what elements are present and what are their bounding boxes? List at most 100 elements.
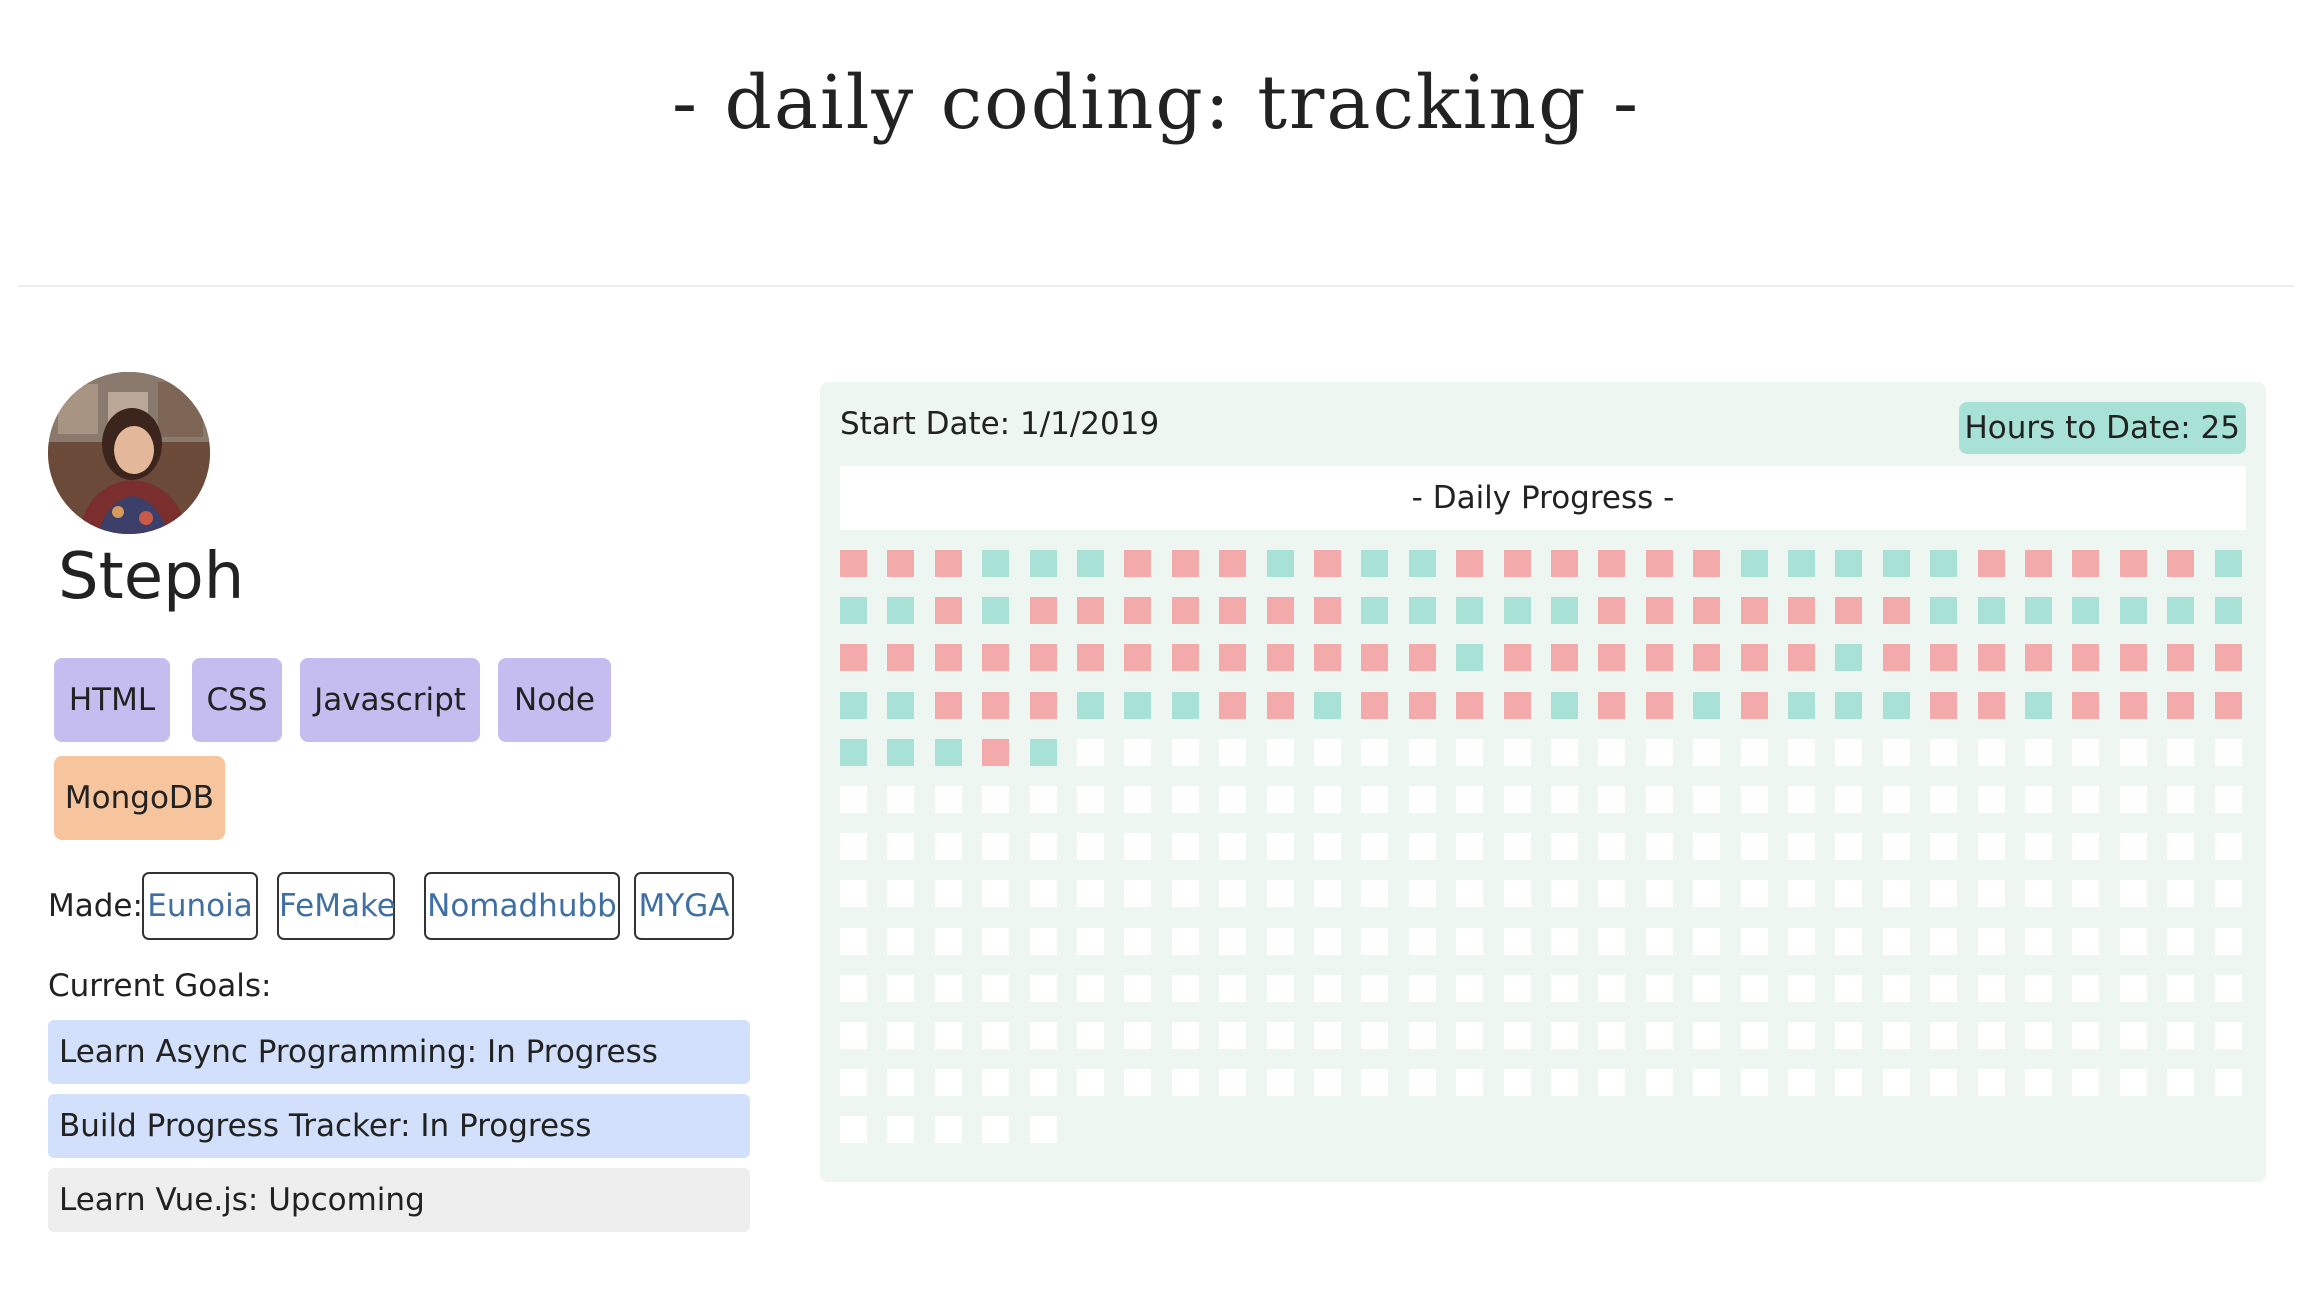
day-cell-upcoming	[1266, 927, 1294, 955]
day-cell-upcoming	[1693, 786, 1721, 813]
day-cell-upcoming	[1361, 833, 1389, 861]
day-cell-upcoming	[1266, 974, 1294, 1002]
day-cell-missed	[1077, 644, 1104, 672]
day-cell-upcoming	[1314, 927, 1341, 955]
day-cell-upcoming	[1835, 833, 1863, 861]
day-cell-coded	[1029, 550, 1057, 577]
day-cell-upcoming	[1740, 927, 1768, 955]
day-cell-coded	[840, 738, 867, 766]
day-cell-upcoming	[1740, 880, 1768, 908]
day-cell-coded	[982, 597, 1010, 625]
day-cell-upcoming	[1977, 738, 2005, 766]
skill-tag-node: Node	[498, 658, 611, 742]
day-cell-missed	[1361, 644, 1389, 672]
day-cell-upcoming	[1740, 786, 1768, 813]
day-cell-upcoming	[840, 1116, 867, 1144]
day-cell-upcoming	[2025, 1069, 2052, 1097]
day-cell-upcoming	[1598, 1069, 1626, 1097]
day-cell-upcoming	[2167, 880, 2195, 908]
day-cell-upcoming	[1456, 786, 1484, 813]
daily-progress-title: - Daily Progress -	[840, 466, 2246, 530]
day-cell-missed	[1551, 550, 1578, 577]
day-cell-missed	[1314, 644, 1341, 672]
day-cell-missed	[1598, 691, 1626, 719]
day-cell-missed	[1029, 644, 1057, 672]
day-cell-missed	[934, 644, 962, 672]
day-cell-upcoming	[1645, 880, 1673, 908]
day-cell-coded	[1788, 691, 1815, 719]
day-cell-missed	[1598, 644, 1626, 672]
day-cell-upcoming	[1645, 786, 1673, 813]
day-cell-upcoming	[1693, 974, 1721, 1002]
day-cell-upcoming	[1551, 833, 1578, 861]
day-cell-upcoming	[1124, 1069, 1152, 1097]
day-cell-missed	[2119, 691, 2147, 719]
day-cell-upcoming	[1219, 880, 1247, 908]
day-cell-missed	[1740, 597, 1768, 625]
day-cell-upcoming	[1977, 1022, 2005, 1049]
day-cell-upcoming	[1882, 880, 1910, 908]
day-cell-upcoming	[1456, 1022, 1484, 1049]
day-cell-upcoming	[1077, 880, 1104, 908]
day-cell-missed	[887, 550, 915, 577]
day-cell-upcoming	[2025, 833, 2052, 861]
day-cell-upcoming	[1171, 880, 1199, 908]
day-cell-upcoming	[2025, 786, 2052, 813]
day-cell-upcoming	[1361, 738, 1389, 766]
day-cell-upcoming	[840, 833, 867, 861]
day-cell-missed	[1266, 597, 1294, 625]
day-cell-coded	[2167, 597, 2195, 625]
project-link-eunoia[interactable]: Eunoia	[142, 872, 258, 940]
day-cell-upcoming	[1835, 880, 1863, 908]
day-cell-upcoming	[2167, 786, 2195, 813]
day-cell-upcoming	[934, 786, 962, 813]
day-cell-upcoming	[1835, 974, 1863, 1002]
day-cell-upcoming	[1361, 974, 1389, 1002]
day-cell-upcoming	[1882, 1022, 1910, 1049]
avatar	[48, 372, 210, 534]
day-cell-upcoming	[840, 786, 867, 813]
day-cell-coded	[1740, 550, 1768, 577]
day-cell-coded	[1408, 550, 1436, 577]
day-cell-upcoming	[1788, 738, 1815, 766]
day-cell-upcoming	[840, 927, 867, 955]
day-cell-coded	[1835, 550, 1863, 577]
day-cell-upcoming	[1077, 1069, 1104, 1097]
day-cell-missed	[2214, 644, 2242, 672]
day-cell-upcoming	[1029, 1116, 1057, 1144]
day-cell-upcoming	[1835, 786, 1863, 813]
day-cell-coded	[1977, 597, 2005, 625]
skill-tag-html: HTML	[54, 658, 170, 742]
day-cell-coded	[1930, 597, 1958, 625]
day-cell-upcoming	[1551, 786, 1578, 813]
project-link-femake[interactable]: FeMake	[277, 872, 396, 940]
day-cell-upcoming	[1408, 786, 1436, 813]
day-cell-upcoming	[1930, 833, 1958, 861]
day-cell-coded	[2025, 597, 2052, 625]
day-cell-upcoming	[1835, 1069, 1863, 1097]
day-cell-upcoming	[1029, 880, 1057, 908]
day-cell-upcoming	[982, 786, 1010, 813]
day-cell-upcoming	[1361, 880, 1389, 908]
day-cell-missed	[1171, 550, 1199, 577]
day-cell-coded	[2025, 691, 2052, 719]
day-cell-missed	[1219, 550, 1247, 577]
day-cell-coded	[1171, 691, 1199, 719]
day-cell-missed	[1740, 691, 1768, 719]
day-cell-upcoming	[887, 1069, 915, 1097]
day-cell-upcoming	[1314, 974, 1341, 1002]
project-link-nomadhubb[interactable]: Nomadhubb	[424, 872, 620, 940]
day-cell-missed	[2167, 691, 2195, 719]
day-cell-missed	[1977, 644, 2005, 672]
day-cell-upcoming	[887, 1022, 915, 1049]
day-cell-upcoming	[982, 1069, 1010, 1097]
day-cell-missed	[1408, 691, 1436, 719]
day-cell-missed	[2072, 644, 2100, 672]
day-cell-upcoming	[2214, 738, 2242, 766]
project-link-myga[interactable]: MYGA	[634, 872, 734, 940]
day-cell-upcoming	[840, 1022, 867, 1049]
day-cell-missed	[1645, 644, 1673, 672]
header-divider	[18, 285, 2294, 287]
day-cell-missed	[1219, 597, 1247, 625]
day-cell-missed	[1171, 597, 1199, 625]
